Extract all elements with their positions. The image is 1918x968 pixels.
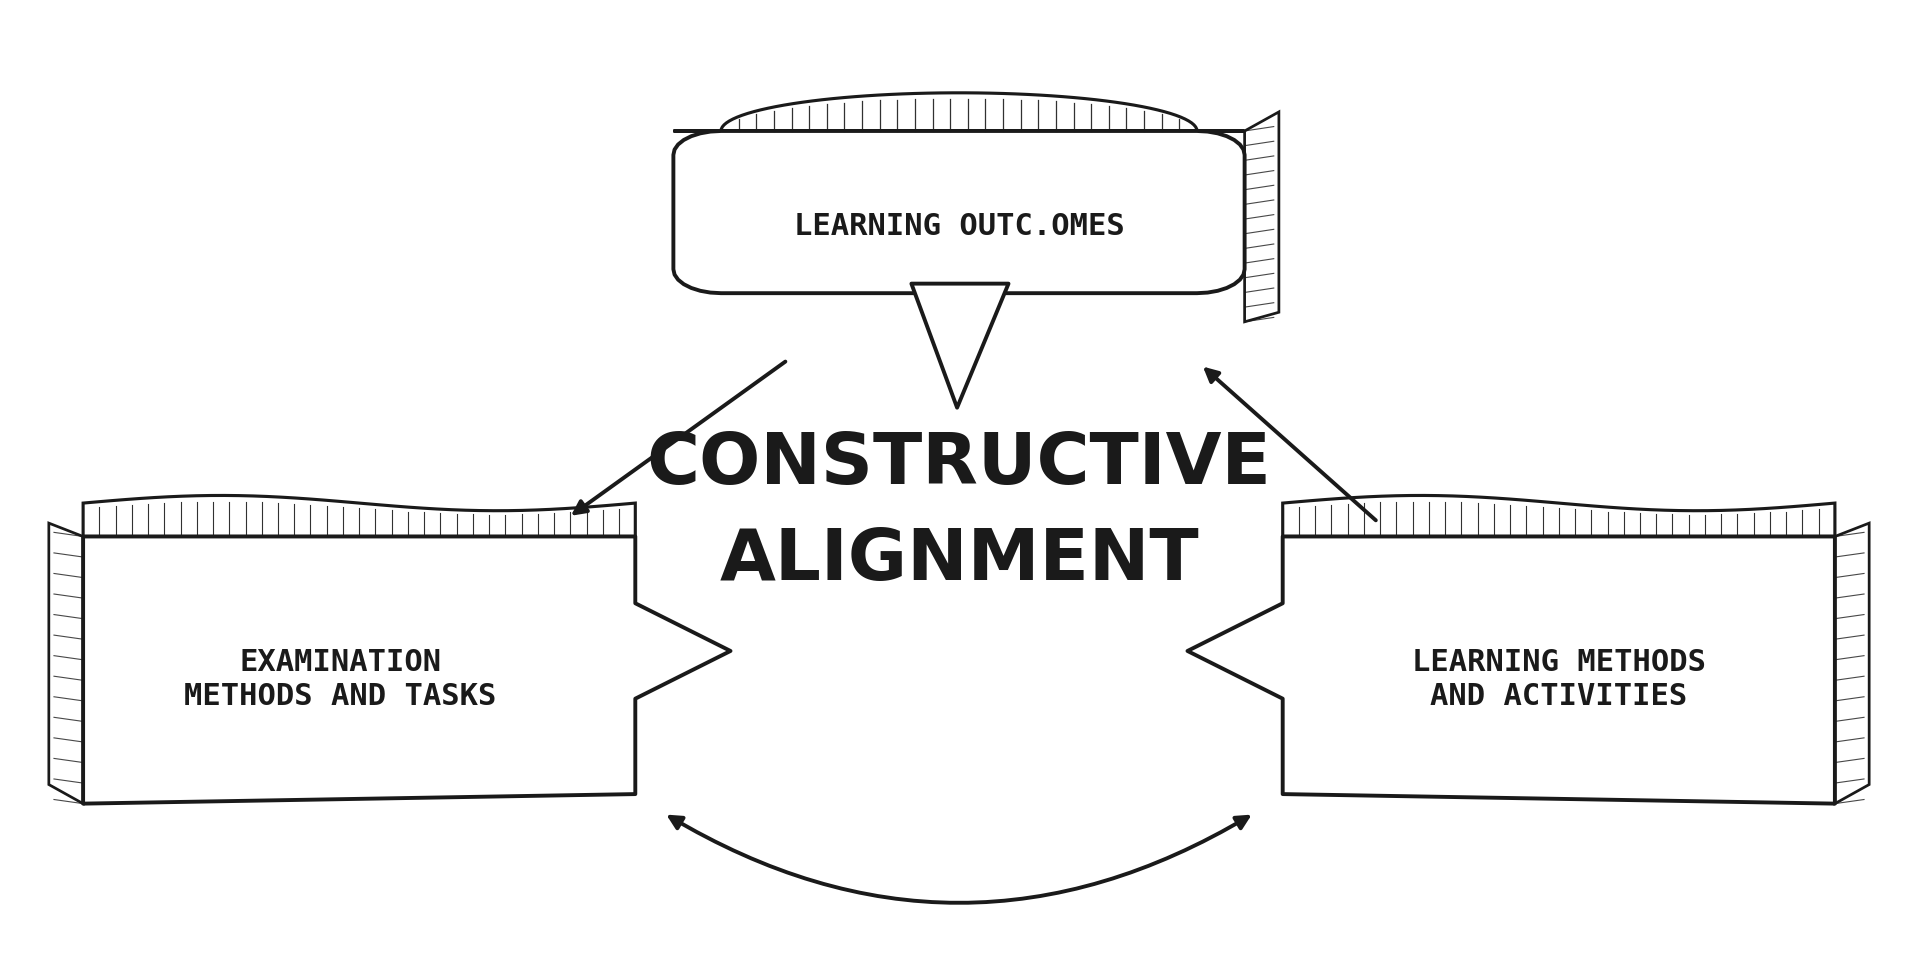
Text: CONSTRUCTIVE: CONSTRUCTIVE xyxy=(646,431,1272,499)
Polygon shape xyxy=(673,93,1245,131)
Polygon shape xyxy=(911,284,1009,408)
Polygon shape xyxy=(1283,496,1836,536)
Text: EXAMINATION
METHODS AND TASKS: EXAMINATION METHODS AND TASKS xyxy=(184,649,497,711)
Polygon shape xyxy=(1836,523,1870,803)
Polygon shape xyxy=(1187,536,1836,803)
Polygon shape xyxy=(48,523,82,803)
Polygon shape xyxy=(673,131,1245,293)
Polygon shape xyxy=(82,536,731,803)
Text: ALIGNMENT: ALIGNMENT xyxy=(719,526,1199,594)
Text: LEARNING OUTC.OMES: LEARNING OUTC.OMES xyxy=(794,212,1124,241)
Text: LEARNING METHODS
AND ACTIVITIES: LEARNING METHODS AND ACTIVITIES xyxy=(1412,649,1705,711)
Polygon shape xyxy=(82,496,635,536)
Polygon shape xyxy=(1245,112,1279,321)
